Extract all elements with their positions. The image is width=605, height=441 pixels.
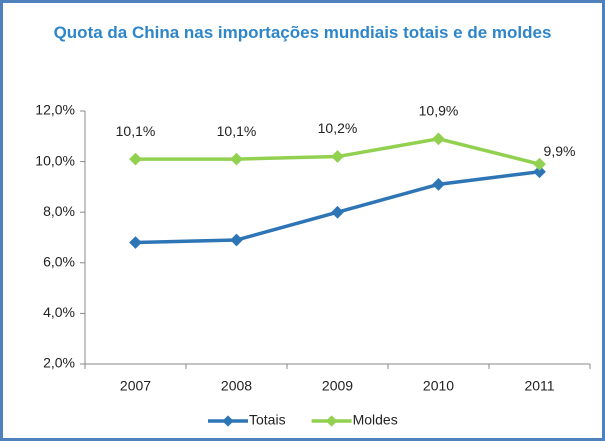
data-label: 9,9%	[544, 143, 576, 159]
chart-title: Quota da China nas importações mundiais …	[53, 23, 552, 42]
data-label: 10,1%	[217, 123, 257, 139]
point-marker	[331, 150, 344, 163]
legend-marker	[222, 415, 234, 427]
x-tick-label: 2007	[120, 378, 151, 394]
data-label: 10,9%	[419, 103, 459, 119]
legend-label: Totais	[249, 412, 286, 428]
point-marker	[432, 178, 445, 191]
data-label: 10,1%	[116, 123, 156, 139]
y-tick-label: 8,0%	[43, 203, 75, 219]
legend-marker	[325, 415, 338, 427]
point-marker	[331, 205, 344, 219]
x-tick-label: 2010	[423, 378, 454, 394]
x-tick-label: 2009	[322, 378, 353, 394]
point-marker	[230, 233, 243, 247]
y-tick-label: 4,0%	[43, 304, 75, 320]
legend-label: Moldes	[353, 412, 398, 428]
x-tick-label: 2008	[221, 378, 252, 394]
data-label: 10,2%	[318, 120, 358, 136]
y-tick-label: 10,0%	[35, 152, 75, 168]
y-tick-label: 6,0%	[43, 254, 75, 270]
point-marker	[230, 152, 243, 166]
y-tick-label: 12,0%	[35, 102, 75, 118]
point-marker	[129, 236, 142, 249]
point-marker	[129, 152, 142, 166]
x-tick-label: 2011	[524, 378, 554, 394]
y-tick-label: 2,0%	[43, 355, 75, 371]
point-marker	[432, 132, 445, 146]
